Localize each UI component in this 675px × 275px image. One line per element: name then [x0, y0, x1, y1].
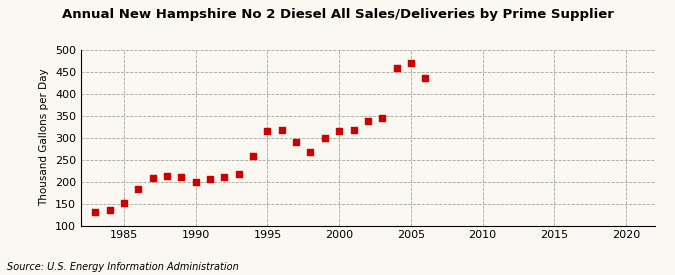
Point [319, 135, 330, 140]
Point [248, 154, 259, 158]
Point [377, 116, 387, 120]
Point [333, 129, 344, 133]
Point [205, 177, 215, 182]
Point [406, 60, 416, 65]
Point [391, 66, 402, 70]
Point [90, 210, 101, 214]
Point [133, 187, 144, 191]
Point [234, 171, 244, 176]
Point [119, 200, 130, 205]
Point [276, 127, 287, 132]
Point [362, 119, 373, 123]
Point [348, 127, 359, 132]
Point [219, 175, 230, 179]
Y-axis label: Thousand Gallons per Day: Thousand Gallons per Day [39, 69, 49, 206]
Text: Annual New Hampshire No 2 Diesel All Sales/Deliveries by Prime Supplier: Annual New Hampshire No 2 Diesel All Sal… [61, 8, 614, 21]
Point [147, 176, 158, 180]
Text: Source: U.S. Energy Information Administration: Source: U.S. Energy Information Administ… [7, 262, 238, 272]
Point [161, 174, 172, 178]
Point [104, 208, 115, 212]
Point [190, 179, 201, 184]
Point [262, 129, 273, 133]
Point [420, 76, 431, 80]
Point [305, 150, 316, 154]
Point [176, 175, 187, 179]
Point [291, 140, 302, 144]
